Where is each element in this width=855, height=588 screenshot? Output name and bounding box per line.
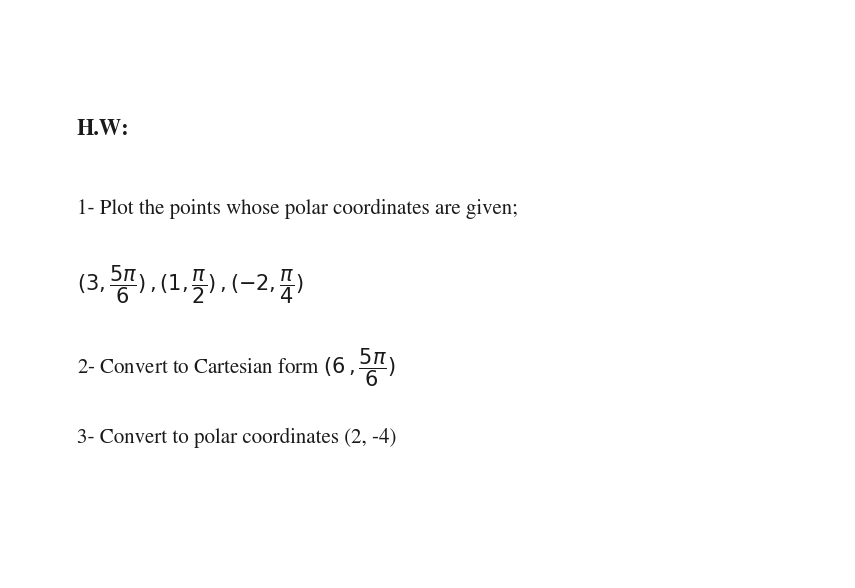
Text: $(3,\dfrac{5\pi}{6})\,,(1,\dfrac{\pi}{2})\,,(-2,\dfrac{\pi}{4})$: $(3,\dfrac{5\pi}{6})\,,(1,\dfrac{\pi}{2}… <box>77 264 304 306</box>
Text: 1- Plot the points whose polar coordinates are given;: 1- Plot the points whose polar coordinat… <box>77 199 518 219</box>
Text: H.W:: H.W: <box>77 119 130 140</box>
Text: 3- Convert to polar coordinates (2, -4): 3- Convert to polar coordinates (2, -4) <box>77 428 397 448</box>
Text: 2- Convert to Cartesian form $(6\,,\dfrac{5\pi}{6})$: 2- Convert to Cartesian form $(6\,,\dfra… <box>77 346 396 389</box>
